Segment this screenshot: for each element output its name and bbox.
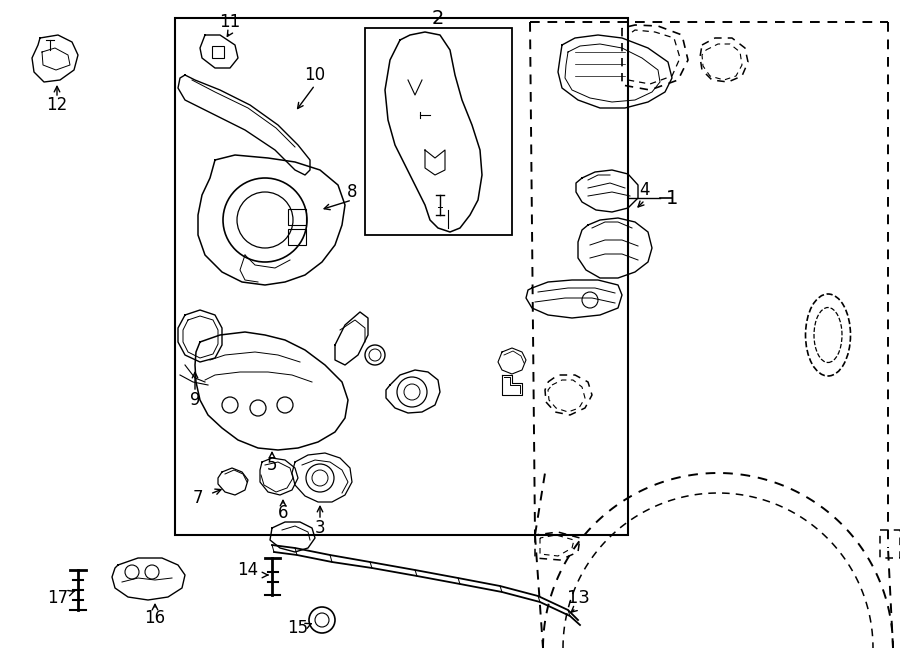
Text: 5: 5	[266, 456, 277, 474]
Text: 6: 6	[278, 504, 288, 522]
Text: 1: 1	[666, 188, 679, 208]
Text: 13: 13	[567, 589, 590, 607]
Text: 17: 17	[48, 589, 68, 607]
Text: 2: 2	[432, 9, 445, 28]
Bar	[365, 28, 512, 235]
Text: 16: 16	[144, 609, 166, 627]
Text: 3: 3	[315, 519, 325, 537]
Text: 7: 7	[193, 489, 203, 507]
Bar	[212, 46, 224, 58]
Text: 14: 14	[238, 561, 258, 579]
Text: 10: 10	[304, 66, 326, 84]
Text: 12: 12	[47, 96, 68, 114]
Text: 4: 4	[640, 181, 650, 199]
Text: 8: 8	[346, 183, 357, 201]
Text: 15: 15	[287, 619, 309, 637]
Bar	[288, 229, 306, 245]
Bar	[288, 209, 306, 225]
Bar	[175, 18, 628, 535]
Text: 11: 11	[220, 13, 240, 31]
Text: 9: 9	[190, 391, 200, 409]
